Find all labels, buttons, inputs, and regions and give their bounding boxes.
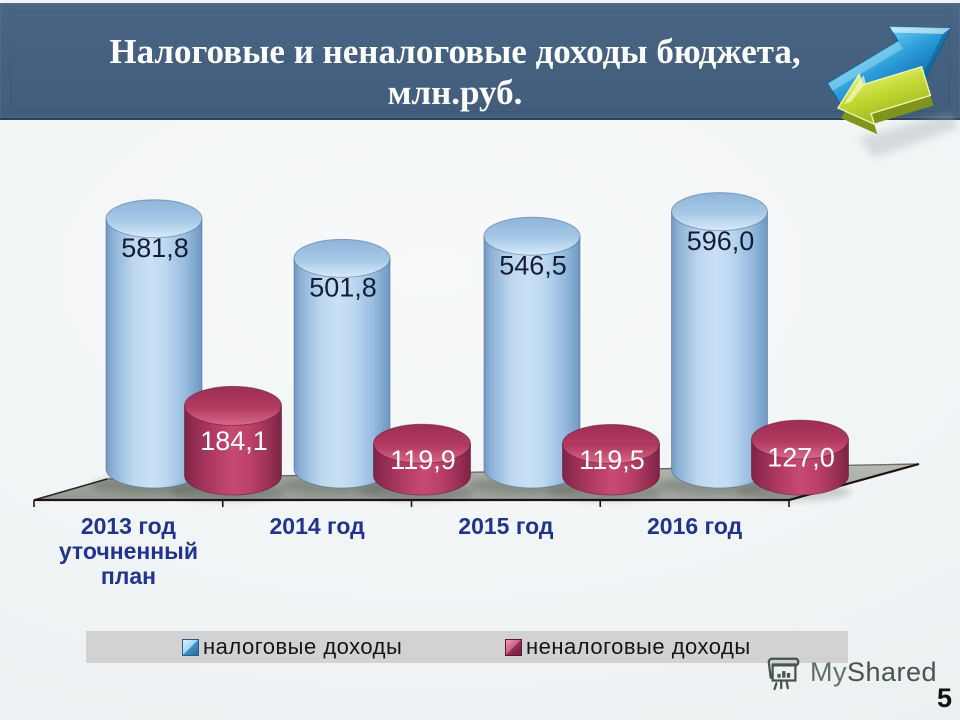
bar-value-label-s0-c1: 501,8 [309, 272, 377, 302]
corner-arrows-graphic [827, 25, 958, 158]
legend-marker-1 [505, 638, 522, 656]
cylinder-bar-s1-c2 [547, 423, 663, 501]
bar-value-label-s0-c3: 596,0 [687, 226, 755, 256]
legend-marker-0 [182, 638, 199, 656]
bar-value-label-s1-c1: 119,9 [390, 445, 456, 475]
cylinder-top [671, 192, 768, 232]
presentation-easel-icon [767, 657, 800, 691]
cylinder-body [184, 405, 282, 496]
cylinder-top [483, 216, 581, 256]
page-number: 5 [936, 683, 952, 713]
cylinder-top [373, 423, 471, 464]
cylinder-bar-s1-c1 [358, 423, 474, 501]
cylinder-top [562, 423, 660, 464]
chart-value-labels: 581,8 501,8 546,5 596,0 184,1 119,9 119,5 127,0 [121, 226, 835, 475]
chart-legend: налоговые доходы неналоговые доходы [86, 631, 848, 663]
bar-value-label-s1-c2: 119,5 [579, 445, 645, 475]
cylinder-top [751, 419, 849, 460]
bar-value-label-s0-c2: 546,5 [499, 250, 567, 280]
bar-value-label-s0-c0: 581,8 [121, 233, 189, 263]
chart-bars [91, 192, 852, 501]
cylinder-bar-s0-c3 [656, 192, 771, 494]
legend-item-0: налоговые доходы [182, 631, 402, 663]
slide-title-line2: млн.руб. [387, 73, 523, 112]
cylinder-top [105, 199, 203, 239]
category-label-3: 2016 год [647, 513, 743, 539]
bar-value-label-s1-c3: 127,0 [767, 443, 835, 473]
category-label-0: 2013 год уточненный план [58, 513, 198, 589]
watermark-text: MyShared [810, 657, 937, 688]
myshared-watermark: MyShared [766, 653, 937, 691]
slide-title-line1: Налоговые и неналоговые доходы бюджета, [109, 32, 801, 71]
header-band [0, 3, 960, 120]
cylinder-top [293, 238, 391, 278]
category-label-2: 2015 год [458, 513, 554, 539]
bar-value-label-s1-c0: 184,1 [200, 426, 268, 456]
green-arrow-icon [836, 65, 934, 135]
legend-item-1: неналоговые доходы [505, 631, 751, 663]
legend-label-1: неналоговые доходы [526, 634, 751, 659]
cylinder-bar-s1-c0 [169, 385, 285, 501]
cylinder-top [184, 385, 282, 426]
legend-label-0: налоговые доходы [203, 634, 403, 659]
header-bevel [10, 11, 950, 112]
slide-title: Налоговые и неналоговые доходы бюджета, … [30, 31, 880, 113]
watermark-my: My [810, 656, 847, 687]
watermark-shared: Shared [847, 656, 938, 687]
category-label-1: 2014 год [269, 513, 365, 539]
cylinder-bar-s1-c3 [736, 419, 852, 501]
green-arrow-highlight [844, 75, 866, 105]
cylinder-bar-s0-c2 [469, 216, 583, 494]
arrow-drop-shadow [858, 112, 958, 158]
